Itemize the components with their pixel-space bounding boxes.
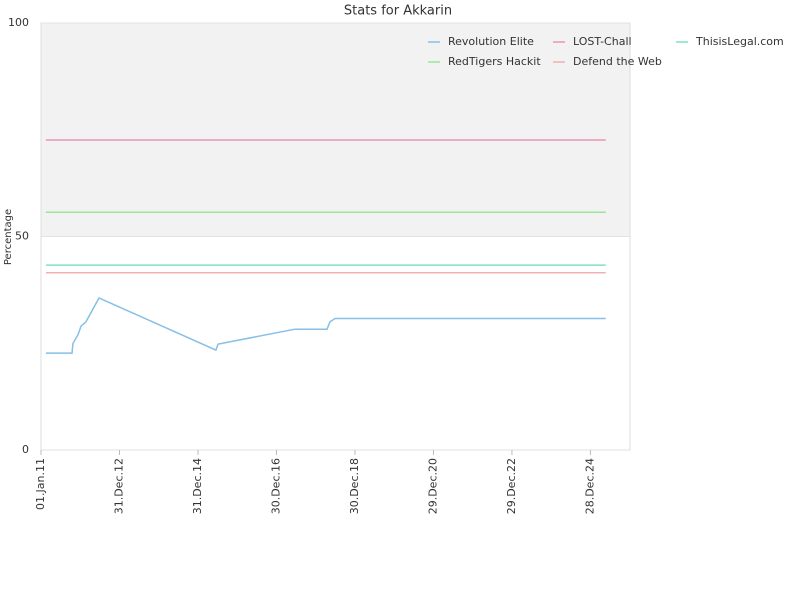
x-tick-label: 29.Dec.22 — [505, 458, 518, 514]
legend-label: ThisisLegal.com — [695, 35, 784, 48]
chart-title: Stats for Akkarin — [344, 4, 452, 19]
x-tick-label: 30.Dec.16 — [269, 458, 282, 514]
x-tick-label: 28.Dec.24 — [583, 458, 596, 514]
y-tick-label: 50 — [15, 230, 29, 243]
x-tick-label: 29.Dec.20 — [426, 458, 439, 514]
y-tick-label: 0 — [22, 443, 29, 456]
x-tick-label: 31.Dec.14 — [191, 458, 204, 514]
legend-label: Defend the Web — [573, 55, 662, 68]
x-tick-label: 31.Dec.12 — [112, 458, 125, 514]
y-axis-label: Percentage — [3, 209, 14, 265]
y-tick-label: 100 — [8, 16, 29, 29]
legend-label: LOST-Chall — [573, 35, 632, 48]
plot-band — [41, 23, 630, 237]
legend-label: Revolution Elite — [448, 35, 534, 48]
line — [45, 297, 606, 354]
legend-label: RedTigers Hackit — [448, 55, 541, 68]
x-tick-label: 01.Jan.11 — [34, 458, 47, 510]
x-tick-label: 30.Dec.18 — [348, 458, 361, 514]
